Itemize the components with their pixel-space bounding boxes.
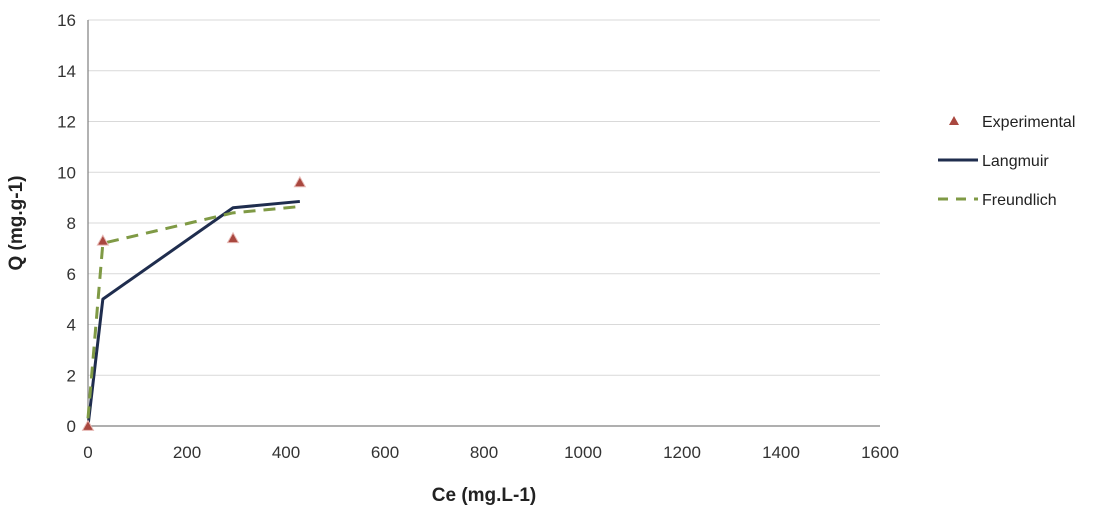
- x-tick-label: 1200: [663, 443, 701, 462]
- y-tick-label: 16: [57, 11, 76, 30]
- y-tick-labels: 0 2 4 6 8 10 12 14 16: [57, 11, 76, 436]
- y-tick-label: 0: [67, 417, 76, 436]
- y-tick-label: 10: [57, 163, 76, 182]
- x-tick-label: 400: [272, 443, 300, 462]
- y-tick-label: 12: [57, 113, 76, 132]
- legend-marker-experimental: [949, 116, 959, 125]
- legend-label-experimental: Experimental: [982, 114, 1075, 131]
- y-tick-label: 14: [57, 62, 76, 81]
- data-point-experimental: [293, 175, 307, 188]
- x-tick-label: 200: [173, 443, 201, 462]
- y-axis-title: Q (mg.g-1): [6, 176, 27, 271]
- x-tick-label: 800: [470, 443, 498, 462]
- data-point-experimental: [81, 419, 95, 431]
- x-tick-label: 0: [83, 443, 92, 462]
- series-line-freundlich: [86, 205, 301, 419]
- axes: [87, 20, 880, 427]
- x-axis-title: Ce (mg.L-1): [432, 485, 537, 506]
- x-tick-labels: 0 200 400 600 800 1000 1200 1400 1600: [83, 443, 899, 462]
- y-tick-label: 4: [67, 316, 76, 335]
- gridlines: [88, 19, 880, 376]
- series-line-langmuir: [86, 199, 301, 427]
- data-point-experimental: [96, 234, 110, 246]
- x-tick-label: 1000: [564, 443, 602, 462]
- legend: Experimental Langmuir Freundlich: [938, 114, 1075, 209]
- data-point-experimental: [226, 231, 240, 244]
- y-tick-label: 2: [67, 366, 76, 385]
- y-tick-label: 8: [67, 214, 76, 233]
- x-tick-label: 600: [371, 443, 399, 462]
- x-tick-label: 1400: [762, 443, 800, 462]
- legend-label-langmuir: Langmuir: [982, 153, 1049, 170]
- legend-label-freundlich: Freundlich: [982, 192, 1057, 209]
- x-tick-label: 1600: [861, 443, 899, 462]
- plot-series: [81, 175, 307, 431]
- y-tick-label: 6: [67, 265, 76, 284]
